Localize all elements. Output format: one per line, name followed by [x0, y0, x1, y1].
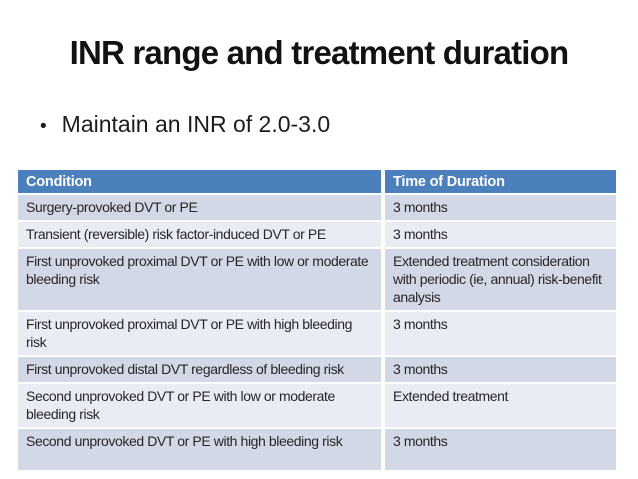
bullet-text: Maintain an INR of 2.0-3.0 [61, 111, 331, 137]
condition-cell: First unprovoked proximal DVT or PE with… [18, 249, 381, 312]
treatment-duration-table: Condition Time of Duration Surgery-provo… [18, 170, 616, 470]
duration-cell: 3 months [381, 222, 616, 249]
slide-title: INR range and treatment duration [69, 34, 570, 71]
table-header-row: Condition Time of Duration [18, 170, 616, 195]
condition-cell: First unprovoked distal DVT regardless o… [18, 357, 381, 384]
column-header-time-of-duration: Time of Duration [381, 170, 616, 195]
duration-cell: 3 months [381, 357, 616, 384]
condition-cell: First unprovoked proximal DVT or PE with… [18, 312, 381, 357]
condition-cell: Transient (reversible) risk factor-induc… [18, 222, 381, 249]
condition-cell: Surgery-provoked DVT or PE [18, 195, 381, 222]
table-row: Transient (reversible) risk factor-induc… [18, 222, 616, 249]
table-row: Surgery-provoked DVT or PE 3 months [18, 195, 616, 222]
duration-cell: 3 months [381, 312, 616, 357]
table-row: Second unprovoked DVT or PE with high bl… [18, 429, 616, 470]
bullet-item: • Maintain an INR of 2.0-3.0 [40, 111, 330, 138]
table-row: First unprovoked proximal DVT or PE with… [18, 312, 616, 357]
column-header-condition: Condition [18, 170, 381, 195]
condition-cell: Second unprovoked DVT or PE with low or … [18, 384, 381, 429]
table-row: Second unprovoked DVT or PE with low or … [18, 384, 616, 429]
condition-cell: Second unprovoked DVT or PE with high bl… [18, 429, 381, 470]
duration-cell: 3 months [381, 195, 616, 222]
duration-cell: 3 months [381, 429, 616, 470]
duration-cell: Extended treatment consideration with pe… [381, 249, 616, 312]
table-row: First unprovoked proximal DVT or PE with… [18, 249, 616, 312]
table-row: First unprovoked distal DVT regardless o… [18, 357, 616, 384]
bullet-marker: • [40, 116, 47, 137]
duration-cell: Extended treatment [381, 384, 616, 429]
